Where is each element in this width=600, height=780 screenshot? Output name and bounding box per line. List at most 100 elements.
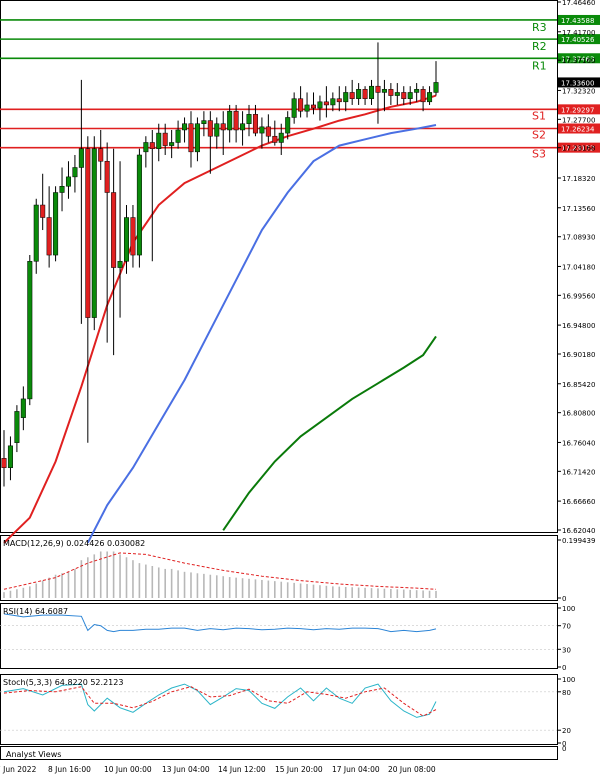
candle-body (117, 261, 123, 268)
macd-axis-label: 0.199439 (562, 537, 595, 545)
candle-body (375, 85, 381, 93)
time-tick-label: 20 Jun 08:00 (388, 765, 436, 774)
price-tick-label: 17.08930 (562, 234, 595, 242)
price-tick-label: 16.94800 (562, 322, 595, 330)
current-price-tag (558, 77, 600, 88)
price-tick-label: 17.37160 (562, 57, 595, 65)
candle-body (388, 89, 394, 96)
candle-body (427, 92, 433, 103)
candle-body (162, 132, 168, 146)
macd-label: MACD(12,26,9) 0.024426 0.030082 (3, 539, 145, 548)
candle-body (188, 123, 194, 153)
candle-body (201, 120, 207, 124)
candle-body (149, 142, 155, 149)
price-tick-label: 16.62040 (562, 527, 595, 535)
candle-body (46, 217, 52, 256)
time-axis: 7 Jun 2022 8 Jun 16:00 10 Jun 00:00 13 Jun … (0, 765, 436, 774)
price-tick-label: 16.90180 (562, 351, 595, 359)
candle-body (59, 186, 65, 193)
candle-body (278, 132, 284, 143)
stoch-axis-label: 0 (562, 740, 566, 748)
candle-body (330, 98, 336, 106)
candle-body (220, 123, 226, 131)
rsi-indicator: 100 70 30 0 (0, 605, 575, 672)
rsi-line (3, 613, 437, 633)
rsi-axis-label: 30 (562, 646, 571, 654)
level-tag-s2 (558, 123, 600, 134)
price-tick-label: 17.32320 (562, 87, 595, 95)
candle-body (233, 110, 239, 131)
candle-body (285, 117, 291, 134)
price-tick-label: 16.80800 (562, 410, 595, 418)
candle-body (1, 458, 7, 468)
candle-body (20, 398, 26, 418)
stoch-k-line (3, 683, 437, 718)
candle-body (265, 126, 271, 137)
candle-body (175, 129, 181, 143)
candle-body (194, 123, 200, 153)
candle-body (369, 85, 375, 99)
candle-body (420, 89, 426, 103)
support-resistance-levels: R3 17.43588 R2 17.40526 R1 17.37463 S1 17.29297… (0, 14, 600, 161)
candle-body (401, 92, 407, 99)
level-name-s2: S2 (532, 129, 546, 142)
level-tag-s3 (558, 142, 600, 153)
candle-body (207, 120, 213, 137)
candle-body (40, 204, 46, 218)
macd-axis-label: 0 (562, 595, 566, 603)
rsi-label: RSI(14) 64.6087 (3, 607, 68, 616)
candle-body (259, 126, 265, 134)
level-tag-r1 (558, 53, 600, 64)
level-value-r1: 17.37463 (561, 55, 594, 63)
footer-axis-label: 0 (562, 745, 566, 753)
candle-body (343, 92, 349, 103)
rsi-axis-label: 0 (562, 664, 566, 672)
candle-body (381, 89, 387, 93)
candle-body (91, 148, 97, 318)
candle-body (53, 192, 59, 256)
candle-body (407, 92, 413, 99)
price-tick-label: 17.18320 (562, 175, 595, 183)
candle-body (136, 154, 142, 256)
time-tick-label: 10 Jun 00:00 (104, 765, 152, 774)
candle-body (317, 101, 323, 109)
moving-average-line (222, 335, 437, 531)
level-value-r2: 17.40526 (561, 36, 595, 44)
candle-body (394, 92, 400, 96)
level-name-r2: R2 (532, 40, 547, 53)
macd-indicator: 0.199439 0 (3, 537, 595, 603)
candle-body (169, 142, 175, 146)
level-name-s3: S3 (532, 148, 546, 161)
price-tick-label: 16.71420 (562, 468, 595, 476)
level-tag-r3 (558, 14, 600, 25)
stoch-d-line (3, 686, 437, 717)
time-tick-label: 13 Jun 04:00 (162, 765, 210, 774)
candle-body (27, 261, 33, 400)
current-price-value: 17.33600 (561, 79, 594, 87)
time-tick-label: 8 Jun 16:00 (48, 765, 91, 774)
candle-body (310, 104, 316, 109)
price-tick-label: 17.13560 (562, 205, 595, 213)
candle-body (124, 217, 130, 262)
price-tick-label: 16.85420 (562, 381, 595, 389)
level-value-s1: 17.29297 (561, 106, 594, 114)
candle-body (78, 148, 84, 168)
moving-average-line (86, 124, 437, 544)
macd-pane (0, 535, 558, 601)
candle-body (33, 204, 39, 262)
price-tick-label: 17.23168 (562, 145, 595, 153)
candle-body (85, 148, 91, 318)
level-value-s2: 17.26234 (561, 126, 595, 134)
price-axis: 17.46460 17.41700 17.37160 17.32320 17.27700… (557, 0, 595, 535)
rsi-axis-label: 70 (562, 623, 571, 631)
price-tick-label: 16.76040 (562, 439, 595, 447)
stoch-axis-label: 80 (562, 689, 571, 697)
candle-body (111, 192, 117, 268)
candle-body (130, 217, 136, 256)
candle-body (349, 92, 355, 99)
candle-body (414, 89, 420, 93)
price-tick-label: 17.46460 (562, 0, 595, 7)
price-tick-label: 17.04180 (562, 263, 595, 271)
time-tick-label: 17 Jun 04:00 (332, 765, 380, 774)
